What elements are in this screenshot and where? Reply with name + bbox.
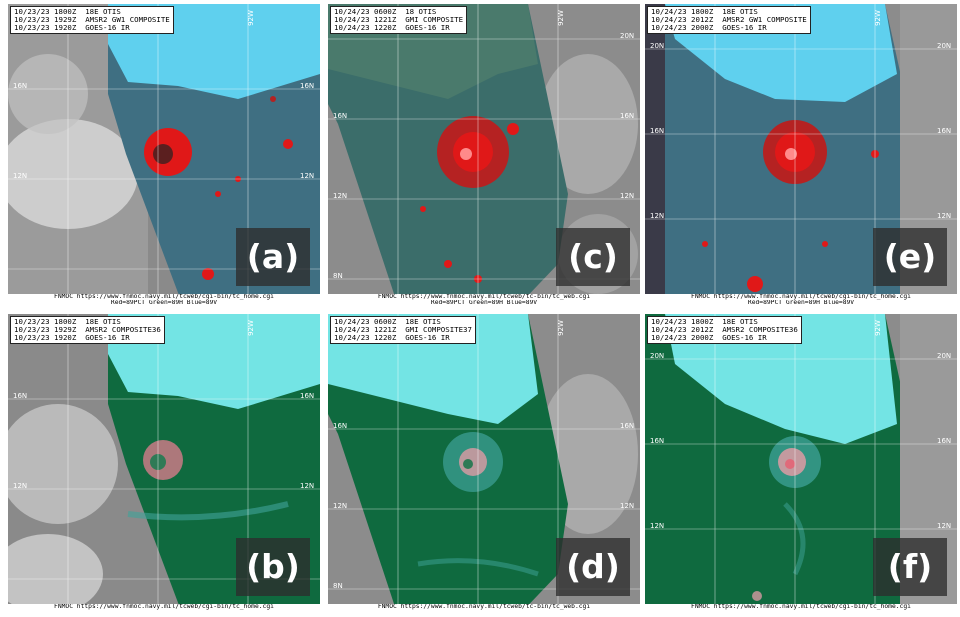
panel-e: 10/24/23 1800Z 18E OTIS 10/24/23 2012Z AM… bbox=[645, 4, 957, 306]
latitude-label: 16N bbox=[13, 392, 28, 400]
panel-header: 10/24/23 0600Z 18E OTIS 10/24/23 1221Z GM… bbox=[330, 316, 476, 344]
satellite-image-e bbox=[645, 4, 957, 306]
longitude-label: 92W bbox=[246, 320, 255, 336]
latitude-label: 12N bbox=[300, 482, 315, 490]
latitude-label: 16N bbox=[300, 82, 315, 90]
panel-label: (a) bbox=[236, 228, 310, 286]
latitude-label: 20N bbox=[650, 352, 665, 360]
latitude-label: 12N bbox=[13, 482, 28, 490]
latitude-label: 12N bbox=[650, 522, 665, 530]
panel-label: (b) bbox=[236, 538, 310, 596]
panel-header: 10/24/23 0600Z 18 OTIS 10/24/23 1221Z GMI… bbox=[330, 6, 468, 34]
latitude-label: 16N bbox=[650, 437, 665, 445]
panel-header: 10/23/23 1800Z 18E OTIS 10/23/23 1929Z AM… bbox=[10, 6, 174, 34]
panel-d: 10/24/23 0600Z 18E OTIS 10/24/23 1221Z GM… bbox=[328, 314, 640, 616]
panel-footer: FNMOC https://www.fnmoc.navy.mil/tcweb/t… bbox=[328, 294, 640, 306]
latitude-label: 16N bbox=[937, 437, 952, 445]
latitude-label: 20N bbox=[937, 352, 952, 360]
longitude-label: 92W bbox=[556, 320, 565, 336]
panel-a: 10/23/23 1800Z 18E OTIS 10/23/23 1929Z AM… bbox=[8, 4, 320, 306]
latitude-label: 12N bbox=[620, 192, 635, 200]
panel-label: (f) bbox=[873, 538, 947, 596]
latitude-label: 12N bbox=[333, 502, 348, 510]
panel-c: 10/24/23 0600Z 18 OTIS 10/24/23 1221Z GMI… bbox=[328, 4, 640, 306]
satellite-image-f bbox=[645, 314, 957, 616]
panel-footer: FNMOC https://www.fnmoc.navy.mil/tcweb/c… bbox=[8, 294, 320, 306]
longitude-label: 92W bbox=[873, 10, 882, 26]
panel-footer: FNMOC https://www.fnmoc.navy.mil/tcweb/c… bbox=[645, 604, 957, 616]
panel-f: 10/24/23 1800Z 18E OTIS 10/24/23 2012Z AM… bbox=[645, 314, 957, 616]
panel-footer: FNMOC https://www.fnmoc.navy.mil/tcweb/t… bbox=[328, 604, 640, 616]
latitude-label: 20N bbox=[650, 42, 665, 50]
latitude-label: 12N bbox=[300, 172, 315, 180]
panel-b: 10/23/23 1800Z 18E OTIS 10/23/23 1929Z AM… bbox=[8, 314, 320, 616]
panel-label: (c) bbox=[556, 228, 630, 286]
latitude-label: 12N bbox=[620, 502, 635, 510]
panel-header: 10/23/23 1800Z 18E OTIS 10/23/23 1929Z AM… bbox=[10, 316, 165, 344]
longitude-label: 92W bbox=[873, 320, 882, 336]
longitude-label: 92W bbox=[556, 10, 565, 26]
satellite-image-d bbox=[328, 314, 640, 616]
panel-label: (e) bbox=[873, 228, 947, 286]
longitude-label: 92W bbox=[246, 10, 255, 26]
latitude-label: 16N bbox=[333, 422, 348, 430]
latitude-label: 16N bbox=[937, 127, 952, 135]
latitude-label: 8N bbox=[333, 272, 343, 280]
latitude-label: 20N bbox=[937, 42, 952, 50]
latitude-label: 12N bbox=[333, 192, 348, 200]
latitude-label: 16N bbox=[620, 422, 635, 430]
latitude-label: 12N bbox=[937, 212, 952, 220]
latitude-label: 16N bbox=[333, 112, 348, 120]
panel-footer: FNMOC https://www.fnmoc.navy.mil/tcweb/c… bbox=[8, 604, 320, 616]
latitude-label: 16N bbox=[300, 392, 315, 400]
latitude-label: 20N bbox=[620, 32, 635, 40]
latitude-label: 16N bbox=[13, 82, 28, 90]
latitude-label: 16N bbox=[620, 112, 635, 120]
panel-label: (d) bbox=[556, 538, 630, 596]
latitude-label: 8N bbox=[333, 582, 343, 590]
panel-header: 10/24/23 1800Z 18E OTIS 10/24/23 2012Z AM… bbox=[647, 316, 802, 344]
latitude-label: 12N bbox=[13, 172, 28, 180]
satellite-image-a bbox=[8, 4, 320, 306]
latitude-label: 12N bbox=[650, 212, 665, 220]
panel-header: 10/24/23 1800Z 18E OTIS 10/24/23 2012Z AM… bbox=[647, 6, 811, 34]
latitude-label: 12N bbox=[937, 522, 952, 530]
panel-footer: FNMOC https://www.fnmoc.navy.mil/tcweb/c… bbox=[645, 294, 957, 306]
latitude-label: 16N bbox=[650, 127, 665, 135]
